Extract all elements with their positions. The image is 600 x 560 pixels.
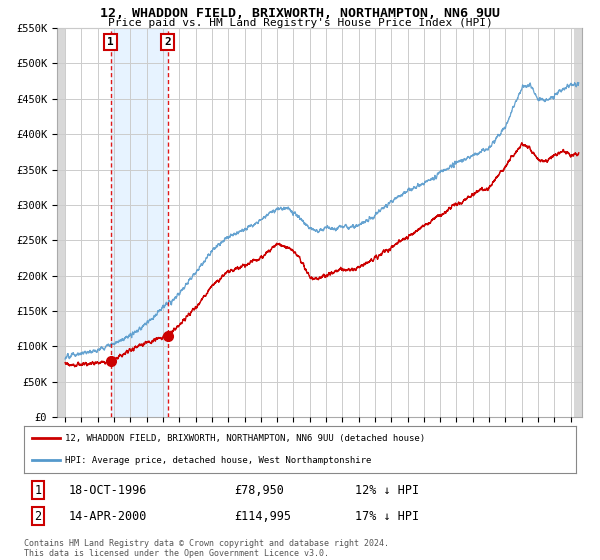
Text: £114,995: £114,995 — [234, 510, 291, 523]
Bar — [574, 28, 582, 417]
Text: 2: 2 — [164, 37, 171, 47]
Bar — [110, 28, 167, 417]
Text: 18-OCT-1996: 18-OCT-1996 — [68, 483, 146, 497]
Text: 12, WHADDON FIELD, BRIXWORTH, NORTHAMPTON, NN6 9UU: 12, WHADDON FIELD, BRIXWORTH, NORTHAMPTO… — [100, 7, 500, 20]
Text: Contains HM Land Registry data © Crown copyright and database right 2024.
This d: Contains HM Land Registry data © Crown c… — [24, 539, 389, 558]
Text: 1: 1 — [34, 483, 41, 497]
Text: 17% ↓ HPI: 17% ↓ HPI — [355, 510, 419, 523]
Text: 12% ↓ HPI: 12% ↓ HPI — [355, 483, 419, 497]
Text: Price paid vs. HM Land Registry's House Price Index (HPI): Price paid vs. HM Land Registry's House … — [107, 18, 493, 28]
Text: HPI: Average price, detached house, West Northamptonshire: HPI: Average price, detached house, West… — [65, 456, 372, 465]
Text: 2: 2 — [34, 510, 41, 523]
Text: 1: 1 — [107, 37, 114, 47]
Text: 14-APR-2000: 14-APR-2000 — [68, 510, 146, 523]
Text: 12, WHADDON FIELD, BRIXWORTH, NORTHAMPTON, NN6 9UU (detached house): 12, WHADDON FIELD, BRIXWORTH, NORTHAMPTO… — [65, 434, 425, 443]
Text: £78,950: £78,950 — [234, 483, 284, 497]
Bar — [57, 28, 65, 417]
